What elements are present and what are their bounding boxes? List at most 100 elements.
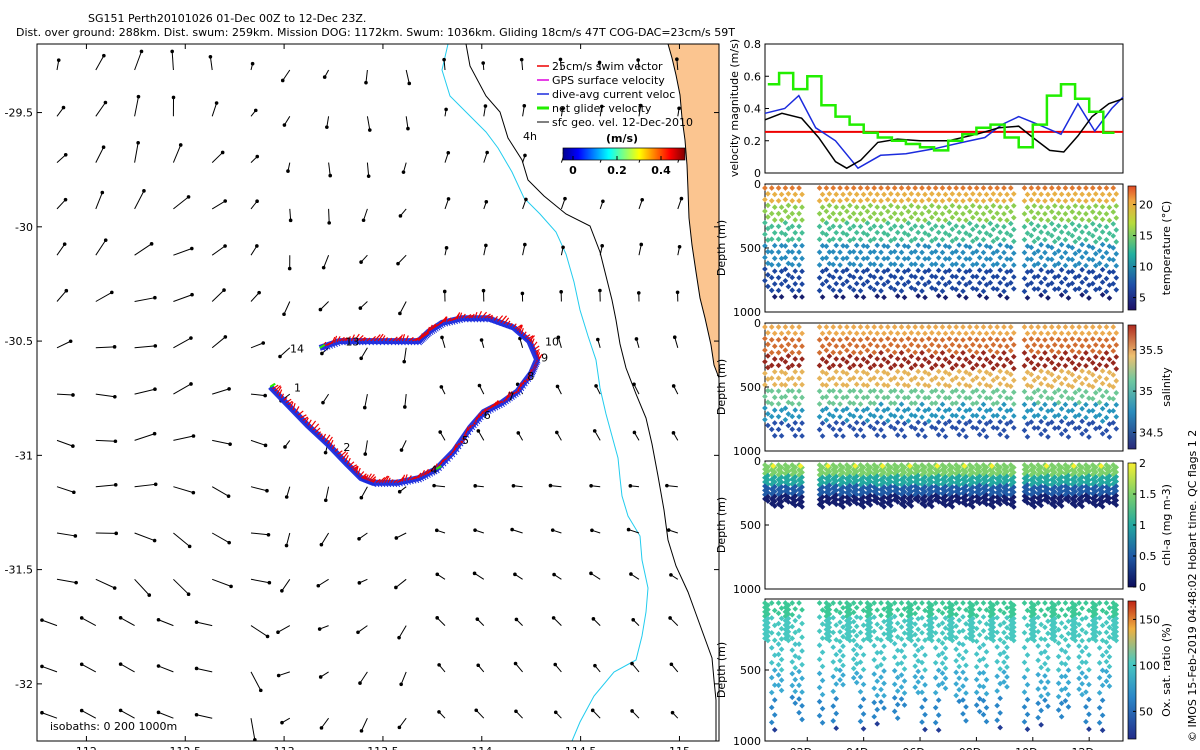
surface-velocity-arrow: [557, 337, 562, 348]
profile-sample: [768, 197, 775, 204]
profile-sample: [782, 219, 789, 226]
profile-sample: [823, 220, 830, 226]
current-vector: [334, 342, 338, 348]
track-day-label: 9: [541, 352, 548, 365]
profile-sample: [768, 249, 775, 255]
current-vector: [314, 432, 319, 437]
current-vector: [322, 439, 327, 444]
surface-velocity-arrow: [550, 485, 562, 488]
swim-vector: [317, 431, 322, 436]
profile-sample: [953, 286, 959, 293]
profile-sample: [922, 230, 928, 236]
profile-sample: [799, 281, 805, 287]
surface-velocity-arrowhead: [267, 580, 272, 585]
current-vector: [468, 317, 472, 323]
profile-sample: [833, 280, 840, 287]
current-vector: [420, 476, 425, 482]
profile-sample: [919, 249, 925, 256]
surface-velocity-arrowhead: [473, 528, 477, 532]
profile-sample: [912, 286, 919, 293]
surface-velocity-arrow: [364, 440, 368, 455]
current-vector: [535, 362, 540, 368]
surface-velocity-arrowhead: [118, 708, 123, 713]
surface-velocity-arrowhead: [437, 663, 441, 667]
surface-velocity-arrowhead: [473, 484, 478, 488]
surface-velocity-arrow: [250, 578, 270, 584]
surface-velocity-arrowhead: [278, 354, 282, 359]
profile-sample: [922, 243, 928, 249]
current-vector: [534, 354, 539, 360]
surface-velocity-arrowhead: [601, 199, 605, 204]
profile-sample: [819, 191, 826, 198]
surface-velocity-arrow: [56, 393, 74, 396]
profile-sample: [830, 197, 837, 204]
surface-velocity-arrow: [209, 56, 213, 71]
swim-vector: [464, 314, 472, 319]
swim-vector: [297, 410, 304, 416]
surface-velocity-arrow: [172, 144, 182, 163]
profile-sample: [912, 235, 919, 242]
surface-velocity-arrowhead: [156, 710, 161, 715]
profile-sample: [775, 185, 782, 191]
profile-sample: [898, 288, 905, 294]
surface-velocity-arrowhead: [214, 101, 219, 105]
surface-velocity-arrowhead: [403, 405, 407, 409]
profile-sample: [771, 255, 778, 262]
profile-sample: [881, 294, 887, 301]
swim-vector: [453, 443, 457, 451]
surface-velocity-arrowhead: [444, 107, 448, 112]
profile-sample: [785, 283, 792, 290]
profile-sample: [816, 262, 823, 268]
profile-sample: [864, 255, 871, 261]
profile-sample: [969, 261, 976, 268]
profile-sample: [888, 214, 894, 221]
profile-sample: [771, 217, 778, 223]
time-tick-label: 10Dec: [1015, 746, 1050, 750]
profile-sample: [908, 238, 915, 244]
map-legend: 25cm/s swim vector GPS surface velocity …: [523, 60, 693, 177]
surface-velocity-arrowhead: [522, 104, 527, 108]
profile-sample: [785, 190, 792, 197]
current-vector: [524, 337, 529, 342]
profile-sample: [935, 293, 942, 299]
profile-sample: [922, 294, 928, 301]
surface-velocity-arrow: [81, 617, 97, 627]
surface-velocity-arrow: [211, 532, 230, 544]
profile-sample: [956, 292, 962, 299]
surface-velocity-arrowhead: [186, 195, 191, 199]
map-xtick-label: 113: [274, 745, 295, 750]
profile-sample: [929, 273, 935, 280]
swim-vector: [337, 450, 343, 455]
swim-vector: [483, 408, 487, 413]
profile-sample: [939, 288, 946, 294]
profile-sample: [881, 204, 887, 211]
surface-velocity-arrowhead: [194, 666, 199, 671]
surface-velocity-arrow: [666, 485, 678, 488]
profile-column: [953, 185, 962, 299]
surface-velocity-arrowhead: [255, 154, 260, 159]
profile-sample: [953, 185, 959, 191]
surface-velocity-arrow: [398, 717, 407, 728]
surface-velocity-arrowhead: [68, 339, 73, 344]
profile-sample: [799, 230, 805, 236]
surface-velocity-arrow: [95, 192, 103, 210]
profile-sample: [891, 223, 898, 229]
profile-sample: [833, 217, 840, 223]
surface-velocity-arrowhead: [552, 572, 556, 577]
current-vector: [529, 375, 533, 380]
profile-sample: [782, 208, 789, 215]
profile-sample: [765, 190, 771, 197]
map-ytick-label: -30.5: [5, 335, 33, 348]
profile-sample: [775, 249, 782, 255]
profile-sample: [919, 275, 925, 281]
surface-velocity-arrowhead: [590, 528, 594, 533]
profile-sample: [762, 219, 768, 226]
profile-sample: [881, 281, 887, 288]
swim-vector: [401, 474, 406, 482]
surface-velocity-arrow: [134, 433, 155, 441]
surface-velocity-arrowhead: [628, 484, 633, 488]
surface-velocity-arrowhead: [263, 393, 267, 398]
swim-vector: [324, 342, 331, 347]
surface-velocity-arrowhead: [113, 483, 118, 487]
surface-velocity-arrow: [475, 709, 485, 719]
